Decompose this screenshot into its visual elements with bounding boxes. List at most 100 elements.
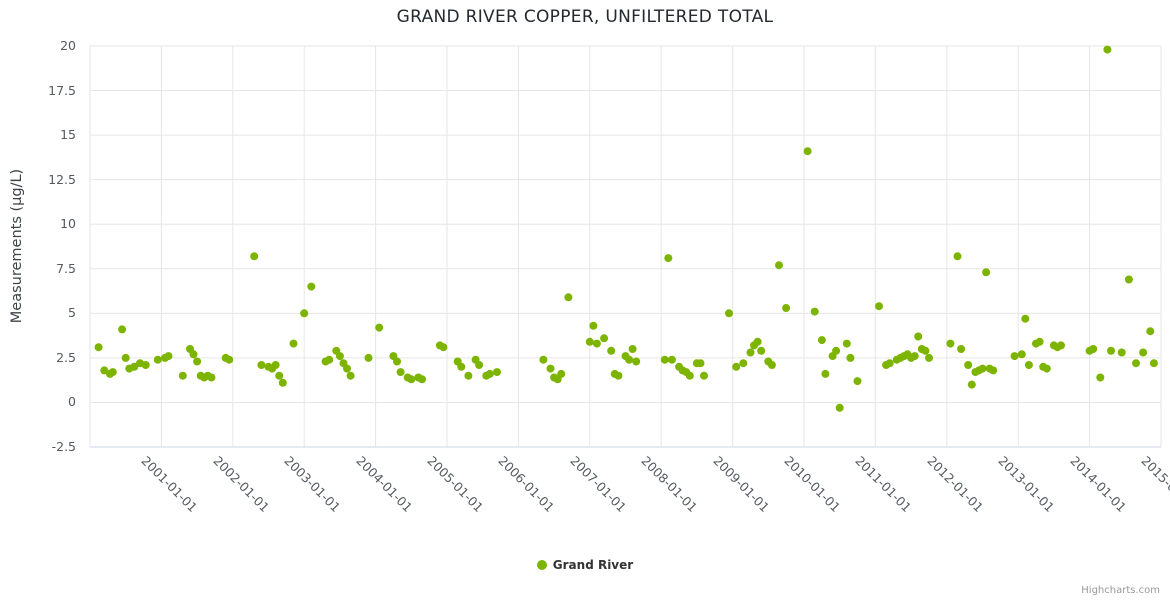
data-point[interactable] (1132, 359, 1140, 368)
data-point[interactable] (439, 343, 448, 352)
data-point[interactable] (607, 346, 616, 355)
data-point[interactable] (225, 355, 234, 364)
data-point[interactable] (108, 368, 117, 377)
data-point[interactable] (1149, 359, 1158, 368)
data-point[interactable] (1017, 350, 1026, 359)
data-point[interactable] (746, 348, 755, 357)
data-point[interactable] (130, 362, 139, 371)
data-point[interactable] (407, 375, 416, 384)
data-point[interactable] (346, 371, 355, 380)
data-point[interactable] (564, 293, 573, 302)
data-point[interactable] (696, 359, 705, 368)
data-point[interactable] (832, 346, 841, 355)
data-point[interactable] (1024, 361, 1033, 369)
data-point[interactable] (600, 334, 609, 343)
data-point[interactable] (289, 339, 298, 348)
data-point[interactable] (585, 337, 594, 346)
data-point[interactable] (1146, 327, 1155, 336)
data-point[interactable] (757, 346, 766, 355)
data-point[interactable] (817, 336, 826, 345)
data-point[interactable] (271, 361, 280, 369)
data-point[interactable] (982, 268, 991, 277)
data-point[interactable] (257, 361, 266, 369)
data-point[interactable] (207, 373, 216, 382)
data-point[interactable] (1096, 373, 1105, 382)
data-point[interactable] (667, 355, 676, 364)
data-point[interactable] (418, 375, 426, 384)
data-point[interactable] (164, 352, 173, 361)
data-point[interactable] (875, 302, 883, 311)
data-point[interactable] (1107, 346, 1115, 355)
data-point[interactable] (189, 350, 198, 359)
data-point[interactable] (178, 371, 187, 380)
data-point[interactable] (835, 403, 844, 412)
data-point[interactable] (193, 357, 202, 366)
data-point[interactable] (1117, 348, 1126, 357)
data-point[interactable] (153, 355, 162, 364)
data-point[interactable] (660, 355, 669, 364)
data-point[interactable] (539, 355, 548, 364)
data-point[interactable] (732, 362, 741, 371)
data-point[interactable] (1010, 352, 1019, 361)
data-point[interactable] (1139, 348, 1148, 357)
data-point[interactable] (782, 304, 791, 312)
data-point[interactable] (921, 346, 930, 355)
data-point[interactable] (664, 254, 673, 263)
data-point[interactable] (725, 309, 733, 318)
data-point[interactable] (94, 343, 103, 352)
data-point[interactable] (775, 261, 783, 270)
data-point[interactable] (475, 361, 484, 369)
data-point[interactable] (978, 364, 987, 373)
data-point[interactable] (925, 353, 933, 362)
data-point[interactable] (767, 361, 776, 369)
data-point[interactable] (307, 282, 316, 291)
data-point[interactable] (1103, 45, 1112, 54)
data-point[interactable] (810, 307, 819, 316)
data-point[interactable] (1089, 345, 1098, 353)
data-point[interactable] (989, 366, 998, 375)
data-point[interactable] (1042, 364, 1051, 373)
data-point[interactable] (493, 368, 501, 377)
data-point[interactable] (546, 364, 555, 373)
data-point[interactable] (885, 359, 894, 368)
data-point[interactable] (589, 321, 598, 330)
data-point[interactable] (557, 369, 566, 378)
data-point[interactable] (957, 345, 966, 353)
data-point[interactable] (335, 352, 344, 361)
data-point[interactable] (967, 380, 976, 389)
data-point[interactable] (700, 371, 708, 380)
data-point[interactable] (1035, 337, 1044, 346)
data-point[interactable] (803, 147, 812, 156)
data-point[interactable] (1124, 275, 1133, 284)
data-point[interactable] (821, 369, 830, 378)
data-point[interactable] (364, 353, 373, 362)
data-point[interactable] (914, 332, 923, 341)
data-point[interactable] (632, 357, 641, 366)
data-point[interactable] (393, 357, 401, 366)
data-point[interactable] (1057, 341, 1065, 350)
data-point[interactable] (485, 369, 494, 378)
data-point[interactable] (1021, 314, 1030, 323)
data-point[interactable] (325, 355, 334, 364)
data-point[interactable] (278, 378, 287, 387)
data-point[interactable] (964, 361, 973, 369)
data-point[interactable] (275, 371, 284, 380)
data-point[interactable] (846, 353, 855, 362)
data-point[interactable] (375, 323, 384, 332)
legend-item-grand-river[interactable]: Grand River (536, 558, 633, 572)
data-point[interactable] (118, 325, 127, 334)
data-point[interactable] (141, 361, 150, 369)
data-point[interactable] (592, 339, 601, 348)
highcharts-credits-link[interactable]: Highcharts.com (1081, 585, 1160, 596)
data-point[interactable] (625, 355, 634, 364)
data-point[interactable] (300, 309, 309, 318)
data-point[interactable] (842, 339, 851, 348)
data-point[interactable] (853, 377, 862, 386)
data-point[interactable] (457, 362, 466, 371)
data-point[interactable] (628, 345, 637, 353)
data-point[interactable] (739, 359, 748, 368)
data-point[interactable] (250, 252, 259, 261)
data-point[interactable] (121, 353, 130, 362)
data-point[interactable] (464, 371, 473, 380)
data-point[interactable] (753, 337, 762, 346)
